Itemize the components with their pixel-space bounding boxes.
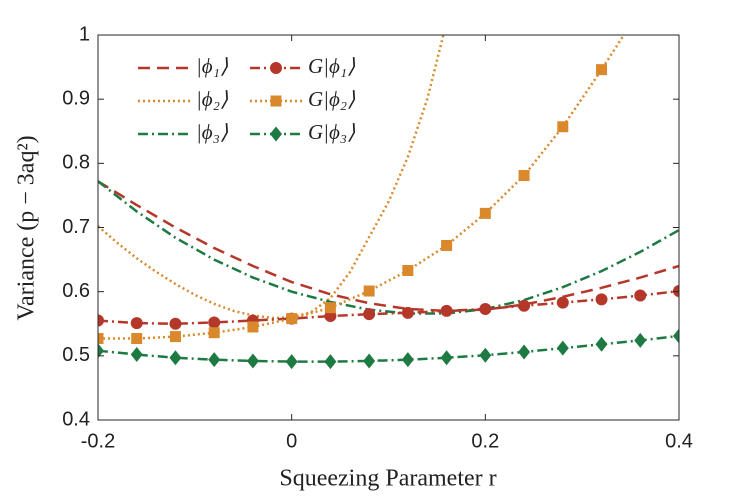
series-line [98,180,679,313]
legend-label: G|ϕ₃⟩ [308,120,355,144]
marker [130,317,143,330]
plot [98,4,679,370]
y-axis-label: Variance (p − 3aq²) [14,135,40,320]
marker [285,354,298,370]
y-tick-label: 0.4 [62,408,90,430]
marker [270,126,282,142]
axes: -0.2 0 0.2 0.4 0.4 0.5 0.6 0.7 0.8 0.9 1 [62,23,693,452]
y-tick-label: 0.6 [62,280,90,302]
y-tick-label: 0.5 [62,344,90,366]
marker [556,340,569,356]
series-line [98,35,626,340]
x-tick-label: 0 [286,430,297,452]
plot-area [98,35,679,420]
y-tick-label: 0.7 [62,216,90,238]
marker [324,354,337,370]
marker [440,304,453,317]
y-tick-label: 0.8 [62,152,90,174]
marker [270,62,282,74]
x-tick-label: 0.4 [665,430,693,452]
marker [673,328,679,344]
marker [208,352,221,368]
marker [479,302,492,315]
legend: |ϕ₁⟩ |ϕ₂⟩ |ϕ₃⟩ G|ϕ₁⟩ G|ϕ₂⟩ G|ϕ₃⟩ [138,54,355,144]
marker [635,4,646,15]
series-line [98,334,679,363]
legend-label: G|ϕ₁⟩ [308,54,355,78]
marker [595,336,608,352]
marker [479,347,492,363]
legend-label: |ϕ₂⟩ [196,87,228,111]
marker [595,293,608,306]
marker [634,332,647,348]
marker [518,170,530,182]
marker [518,299,531,312]
marker [286,313,298,325]
marker [363,285,375,297]
marker [324,302,336,314]
marker [208,327,220,339]
x-axis-label: Squeezing Parameter r [279,466,496,492]
marker [208,316,221,329]
marker [98,314,104,327]
marker [98,343,104,359]
y-tick-label: 1 [79,23,90,45]
marker [556,296,569,309]
series-line [98,35,445,320]
legend-label: G|ϕ₂⟩ [308,87,355,111]
marker [441,239,453,251]
marker [270,95,282,107]
marker [402,264,414,276]
marker [98,333,104,345]
marker [479,207,491,219]
marker [246,353,259,369]
marker [130,347,143,363]
y-tick-label: 0.9 [62,87,90,109]
x-tick-label: -0.2 [81,430,115,452]
marker [247,321,259,333]
marker [557,121,569,133]
marker [131,333,143,345]
marker [363,353,376,369]
series-line [98,289,679,326]
marker [518,344,531,360]
marker [401,306,414,319]
marker [401,352,414,368]
marker [363,308,376,321]
marker [440,350,453,366]
marker [169,331,181,343]
marker [169,350,182,366]
legend-label: |ϕ₁⟩ [196,54,228,78]
x-tick-label: 0.2 [471,430,499,452]
marker [673,285,679,298]
series-line [98,180,679,315]
marker [596,64,608,76]
marker [634,289,647,302]
marker [169,317,182,330]
legend-label: |ϕ₃⟩ [196,120,228,144]
